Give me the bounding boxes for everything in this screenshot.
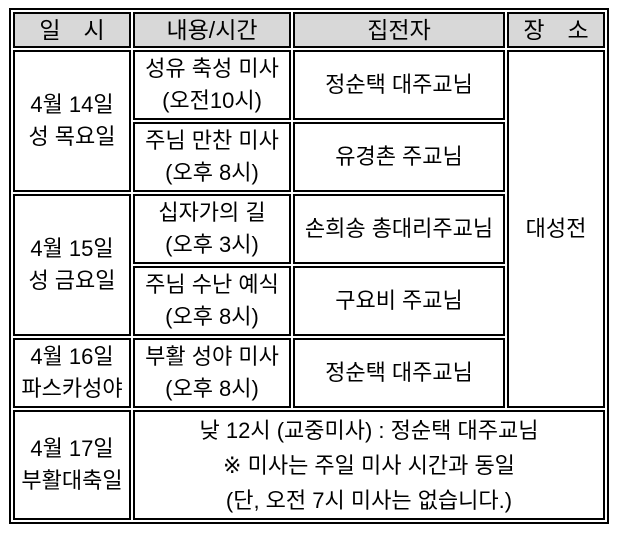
- row-apr16-easter-vigil-mass: 4월 16일 파스카성야 부활 성야 미사 (오후 8시) 정순택 대주교님: [13, 338, 605, 408]
- header-row: 일 시 내용/시간 집전자 장 소: [13, 12, 605, 48]
- row-apr15-stations-of-the-cross: 4월 15일 성 금요일 십자가의 길 (오후 3시) 손희송 총대리주교님: [13, 194, 605, 336]
- note-line: ※ 미사는 주일 미사 시간과 동일: [223, 452, 515, 478]
- row-apr15-passion-liturgy: 주님 수난 예식 (오후 8시) 구요비 주교님: [13, 266, 605, 336]
- celebrant-cell: 구요비 주교님: [293, 266, 505, 336]
- header-content-time: 내용/시간: [133, 12, 291, 48]
- celebrant-cell: 정순택 대주교님: [293, 50, 505, 120]
- mass-cell-lords-supper: 주님 만찬 미사 (오후 8시): [133, 122, 291, 192]
- mass-time: (오후 3시): [165, 232, 259, 257]
- date-line: 4월 14일: [30, 92, 114, 117]
- date-cell-apr14: 4월 14일 성 목요일: [13, 50, 131, 192]
- easter-sunday-note-cell: 낮 12시 (교중미사) : 정순택 대주교님 ※ 미사는 주일 미사 시간과 …: [133, 410, 605, 520]
- celebrant-cell: 정순택 대주교님: [293, 338, 505, 408]
- celebrant-cell: 손희송 총대리주교님: [293, 194, 505, 264]
- row-apr17-easter-sunday: 4월 17일 부활대축일 낮 12시 (교중미사) : 정순택 대주교님 ※ 미…: [13, 410, 605, 520]
- place-cell: 대성전: [507, 50, 605, 408]
- mass-cell-stations: 십자가의 길 (오후 3시): [133, 194, 291, 264]
- header-datetime: 일 시: [13, 12, 131, 48]
- mass-name: 성유 축성 미사: [145, 56, 279, 81]
- mass-name: 십자가의 길: [158, 200, 266, 225]
- date-line: 4월 15일: [30, 236, 114, 261]
- mass-time: (오후 8시): [165, 376, 259, 401]
- date-cell-apr17: 4월 17일 부활대축일: [13, 410, 131, 520]
- date-line: 파스카성야: [21, 376, 123, 401]
- celebrant-cell: 유경촌 주교님: [293, 122, 505, 192]
- date-cell-apr16: 4월 16일 파스카성야: [13, 338, 131, 408]
- date-line: 4월 16일: [30, 344, 114, 369]
- mass-cell-chrism: 성유 축성 미사 (오전10시): [133, 50, 291, 120]
- date-line: 부활대축일: [21, 468, 123, 493]
- row-apr14-lords-supper-mass: 주님 만찬 미사 (오후 8시) 유경촌 주교님: [13, 122, 605, 192]
- date-line: 성 목요일: [28, 124, 116, 149]
- mass-cell-vigil: 부활 성야 미사 (오후 8시): [133, 338, 291, 408]
- mass-cell-passion: 주님 수난 예식 (오후 8시): [133, 266, 291, 336]
- mass-time: (오후 8시): [165, 160, 259, 185]
- date-line: 4월 17일: [30, 436, 114, 461]
- date-cell-apr15: 4월 15일 성 금요일: [13, 194, 131, 336]
- mass-time: (오전10시): [162, 88, 262, 113]
- mass-name: 부활 성야 미사: [145, 344, 279, 369]
- mass-time: (오후 8시): [165, 304, 259, 329]
- note-line: 낮 12시 (교중미사) : 정순택 대주교님: [199, 417, 539, 443]
- header-place: 장 소: [507, 12, 605, 48]
- row-apr14-chrism-mass: 4월 14일 성 목요일 성유 축성 미사 (오전10시) 정순택 대주교님 대…: [13, 50, 605, 408]
- header-celebrant: 집전자: [293, 12, 505, 48]
- note-line: (단, 오전 7시 미사는 없습니다.): [225, 487, 513, 513]
- mass-name: 주님 수난 예식: [145, 272, 279, 297]
- easter-triduum-schedule-table: 일 시 내용/시간 집전자 장 소 4월 14일 성 목요일 성유 축성 미사 …: [9, 8, 609, 524]
- date-line: 성 금요일: [28, 268, 116, 293]
- mass-name: 주님 만찬 미사: [145, 128, 279, 153]
